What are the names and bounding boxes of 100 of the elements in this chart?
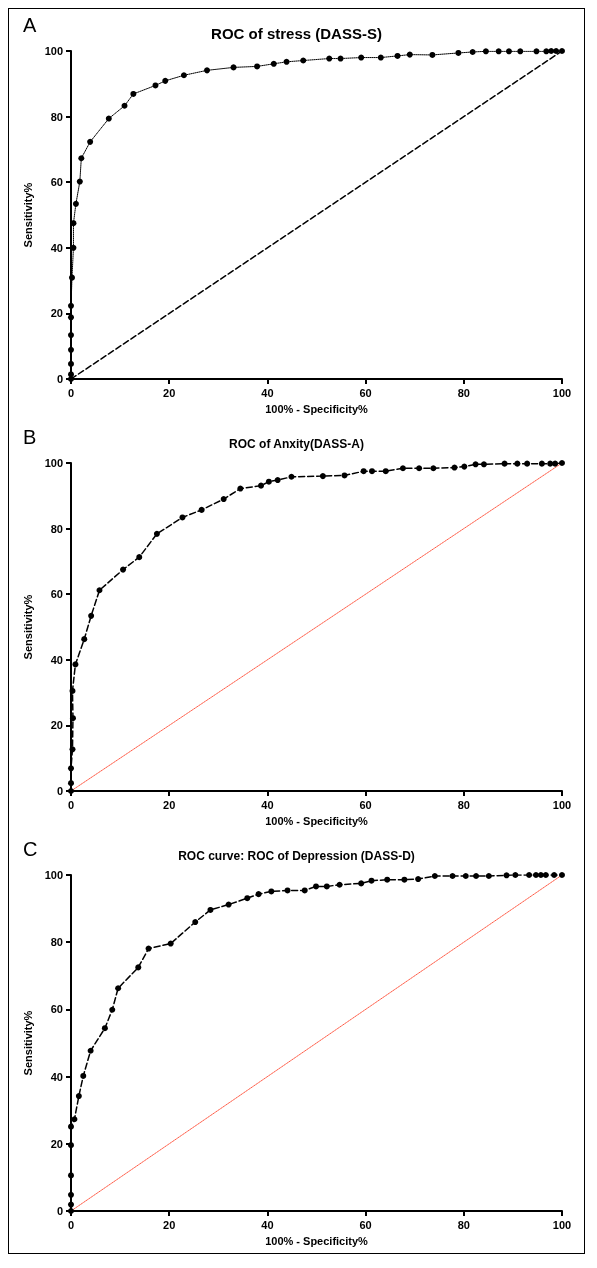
point: [255, 891, 262, 898]
point: [68, 360, 74, 367]
x-tick-label: 20: [163, 798, 176, 811]
point: [524, 460, 531, 467]
x-axis-title: 100% - Specificity%: [265, 1234, 369, 1247]
point: [283, 58, 290, 65]
y-tick-label: 40: [50, 241, 63, 254]
point: [358, 54, 365, 61]
text: B: [23, 426, 37, 448]
y-axis-title: Sensitivity%: [22, 1010, 35, 1076]
point: [237, 485, 244, 492]
point: [76, 178, 83, 185]
point: [254, 63, 261, 70]
y-tick-label: 40: [50, 1070, 63, 1083]
point: [533, 48, 540, 55]
point: [162, 77, 169, 84]
text: C: [23, 838, 38, 860]
point: [135, 964, 142, 971]
point: [105, 115, 112, 122]
point: [382, 468, 389, 475]
point: [81, 636, 88, 643]
point: [68, 780, 74, 787]
y-tick-label: 0: [56, 785, 63, 797]
point: [512, 872, 519, 878]
point: [71, 1116, 78, 1123]
point: [115, 985, 122, 992]
x-tick-label: 100: [552, 798, 572, 811]
x-axis-title: 100% - Specificity%: [265, 402, 369, 415]
point: [78, 155, 85, 162]
x-tick-label: 0: [67, 386, 75, 399]
point: [406, 51, 413, 58]
point: [152, 82, 159, 89]
point: [288, 473, 295, 480]
point: [526, 872, 533, 878]
point: [68, 1191, 74, 1198]
point: [284, 887, 291, 894]
point: [482, 48, 489, 55]
point: [88, 612, 95, 619]
point: [368, 877, 375, 884]
point: [153, 530, 160, 537]
text: A: [23, 14, 37, 36]
point: [552, 460, 559, 467]
point: [469, 48, 476, 55]
point: [87, 138, 94, 145]
x-tick-label: 20: [163, 1218, 176, 1231]
point: [109, 1006, 116, 1013]
point: [68, 302, 74, 309]
point: [451, 464, 458, 471]
point: [313, 883, 320, 890]
y-tick-label: 20: [50, 1137, 63, 1150]
y-tick-label: 60: [50, 588, 63, 601]
point: [462, 873, 469, 880]
point: [258, 482, 265, 489]
chart-title: ROC of Anxity(DASS-A): [229, 437, 364, 451]
point: [68, 1142, 74, 1149]
x-tick-label: 40: [261, 798, 274, 811]
point: [368, 468, 375, 475]
point: [341, 472, 348, 479]
point: [68, 1123, 74, 1130]
y-axis-title: Sensitivity%: [22, 182, 35, 248]
point: [121, 102, 128, 109]
point: [532, 872, 539, 878]
point: [394, 52, 401, 59]
point: [336, 881, 343, 888]
point: [473, 873, 480, 880]
y-tick-label: 100: [44, 45, 63, 57]
point: [455, 49, 462, 56]
point: [69, 715, 76, 722]
point: [192, 919, 199, 926]
point: [537, 872, 544, 878]
x-tick-label: 0: [67, 1218, 75, 1231]
y-tick-label: 100: [44, 869, 63, 881]
y-tick-label: 80: [50, 522, 63, 535]
point: [101, 1025, 108, 1032]
point: [145, 945, 152, 952]
y-tick-label: 80: [50, 936, 63, 949]
point: [542, 872, 549, 878]
point: [384, 876, 391, 883]
point: [207, 906, 214, 913]
point: [485, 873, 492, 880]
x-tick-label: 80: [457, 1218, 470, 1231]
y-tick-label: 20: [50, 719, 63, 732]
point: [543, 48, 550, 55]
x-tick-label: 0: [67, 798, 75, 811]
point: [300, 57, 307, 64]
point: [505, 48, 512, 55]
point: [270, 60, 277, 67]
point: [358, 880, 365, 887]
chart-title: ROC curve: ROC of Depression (DASS-D): [178, 849, 415, 863]
x-tick-label: 40: [261, 386, 274, 399]
y-axis-title: Sensitivity%: [22, 594, 35, 660]
point: [68, 1201, 74, 1208]
y-tick-label: 60: [50, 1003, 63, 1016]
point: [69, 687, 76, 694]
point: [204, 67, 211, 74]
point: [559, 48, 565, 54]
y-tick-label: 40: [50, 653, 63, 666]
point: [480, 461, 487, 468]
point: [553, 48, 560, 54]
point: [429, 51, 436, 58]
